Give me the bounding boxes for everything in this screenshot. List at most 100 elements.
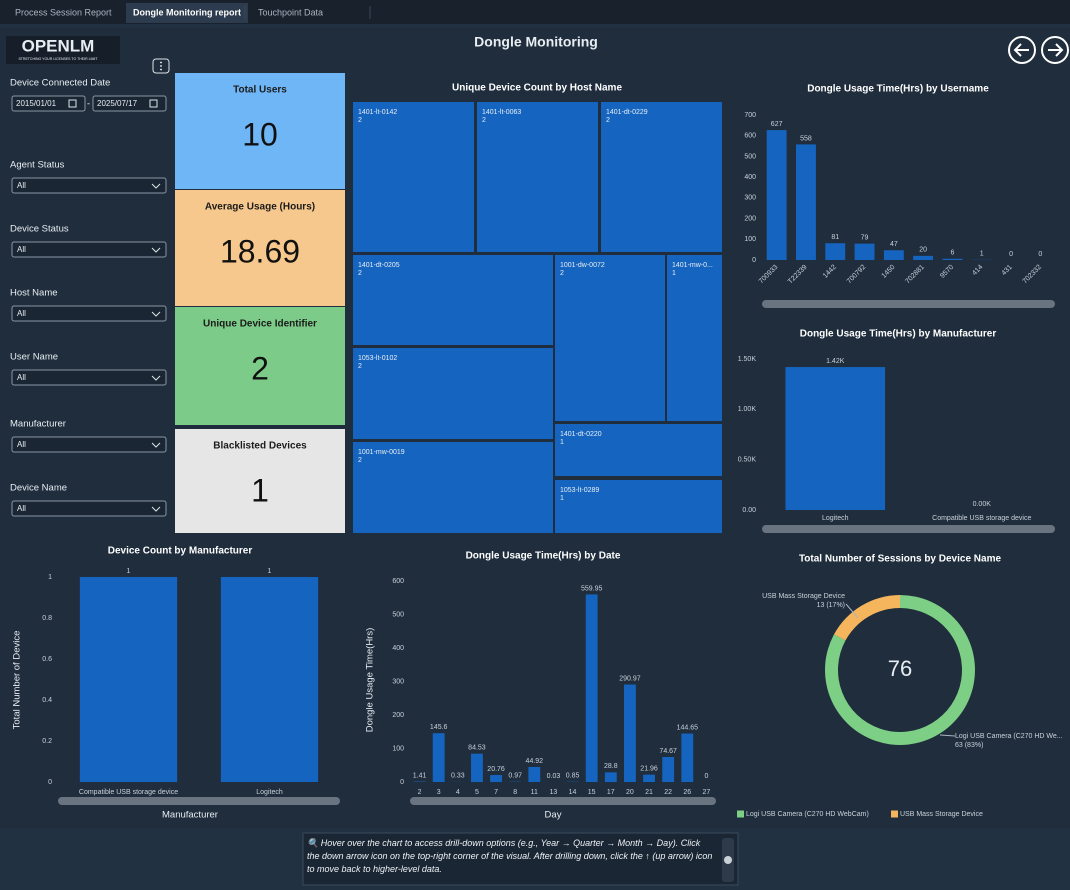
bar[interactable] [585, 594, 598, 782]
bar[interactable] [471, 753, 483, 782]
y-tick-label: 0 [752, 257, 756, 264]
bar[interactable] [913, 255, 934, 260]
value-label: 20 [919, 247, 927, 254]
tile-name: 1401-dt-0205 [358, 262, 400, 269]
scrollbar[interactable] [410, 797, 716, 805]
bar[interactable] [681, 733, 694, 782]
dropdown[interactable] [11, 500, 167, 517]
bar[interactable] [662, 756, 675, 782]
value-label: 1 [127, 568, 131, 575]
x-tick-label: 27 [703, 789, 711, 796]
value-label: 627 [771, 121, 783, 128]
scrollbar[interactable] [762, 525, 1055, 533]
value-label: 144.65 [677, 724, 699, 731]
help-text: 🔍 Hover over the chart to access drill-d… [307, 838, 713, 874]
y-tick-label: 0.00 [742, 507, 756, 514]
treemap-tile[interactable] [555, 424, 722, 476]
nav-back[interactable] [1008, 36, 1036, 64]
value-label: 1 [980, 251, 984, 258]
dropdown[interactable] [11, 369, 167, 386]
bar[interactable] [79, 577, 178, 782]
filter-label: Device Connected Date [10, 78, 110, 89]
value-label: 0.03 [547, 773, 561, 780]
x-tick-label: 20 [626, 789, 634, 796]
x-tick-label: 11 [531, 789, 538, 796]
kpi-card [175, 307, 345, 425]
value-label: 558 [800, 135, 812, 142]
y-tick-label: 0.6 [42, 656, 52, 663]
donut-slice[interactable] [834, 595, 900, 641]
tab[interactable]: Process Session Report [15, 7, 112, 17]
bar[interactable] [766, 130, 787, 260]
bar[interactable] [883, 250, 904, 260]
treemap-tile[interactable] [601, 102, 722, 252]
x-tick-label: 17 [607, 789, 615, 796]
date-input[interactable] [92, 95, 167, 112]
tab[interactable]: Dongle Monitoring report [133, 7, 241, 17]
x-tick-label: 22 [664, 789, 672, 796]
dropdown-chevron [151, 311, 161, 317]
value-label: 1.41 [413, 772, 427, 779]
x-tick-label: Compatible USB storage device [932, 515, 1031, 522]
dropdown[interactable] [11, 436, 167, 453]
y-axis-title: Dongle Usage Time(Hrs) [365, 628, 376, 733]
value-label: 0 [704, 773, 708, 780]
tab[interactable]: Touchpoint Data [258, 7, 323, 17]
treemap-tile[interactable] [477, 102, 598, 252]
chart-title: Dongle Usage Time(Hrs) by Username [807, 84, 989, 95]
bar[interactable] [795, 144, 816, 260]
scrollbar[interactable] [58, 797, 340, 805]
dropdown[interactable] [11, 305, 167, 322]
chart-title: Total Number of Sessions by Device Name [799, 554, 1002, 565]
bar[interactable] [785, 367, 886, 510]
y-tick-label: 600 [744, 133, 756, 140]
date-value: 2025/07/17 [97, 99, 138, 108]
treemap-tile[interactable] [353, 255, 553, 345]
value-label: 81 [831, 234, 839, 241]
help-scroll-thumb[interactable] [724, 856, 732, 864]
leader-line [939, 734, 956, 737]
page-title: Dongle Monitoring [474, 34, 598, 50]
filter-label: Manufacturer [10, 419, 66, 430]
scrollbar[interactable] [762, 300, 1055, 308]
more-menu[interactable] [152, 58, 170, 74]
active-tab[interactable] [126, 3, 248, 23]
filter-label: Device Status [10, 224, 69, 235]
bar[interactable] [624, 684, 636, 782]
bar[interactable] [528, 766, 541, 782]
tile-name: 1401-dt-0220 [560, 431, 602, 438]
treemap-tile[interactable] [353, 442, 553, 533]
value-label: 28.8 [604, 763, 618, 770]
bar[interactable] [942, 258, 963, 260]
x-tick-label: 13 [550, 789, 558, 796]
bar[interactable] [825, 243, 846, 260]
bar[interactable] [490, 775, 502, 782]
treemap-tile[interactable] [555, 255, 665, 421]
value-label: 21.96 [640, 765, 658, 772]
bar[interactable] [854, 243, 875, 260]
dropdown[interactable] [11, 177, 167, 194]
nav-forward[interactable] [1041, 36, 1069, 64]
treemap-tile[interactable] [555, 480, 722, 533]
kpi-value: 1 [251, 472, 269, 508]
bar[interactable] [604, 772, 617, 782]
filter-label: User Name [10, 352, 58, 363]
treemap-tile[interactable] [353, 348, 553, 439]
value-label: 290.97 [619, 675, 641, 682]
date-input[interactable] [11, 95, 86, 112]
bar[interactable] [220, 577, 319, 782]
y-tick-label: 500 [744, 153, 756, 160]
bar[interactable] [643, 774, 655, 782]
treemap-tile[interactable] [667, 255, 722, 421]
kpi-value: 2 [251, 350, 269, 386]
treemap-tile[interactable] [353, 102, 474, 252]
dropdown-chevron [151, 506, 161, 512]
chart-title: Unique Device Count by Host Name [452, 83, 622, 94]
donut-total: 76 [888, 656, 912, 681]
y-tick-label: 400 [392, 645, 404, 652]
logo: OPENLM [22, 36, 95, 55]
value-label: 559.95 [581, 585, 603, 592]
dropdown[interactable] [11, 241, 167, 258]
bar[interactable] [432, 733, 445, 782]
